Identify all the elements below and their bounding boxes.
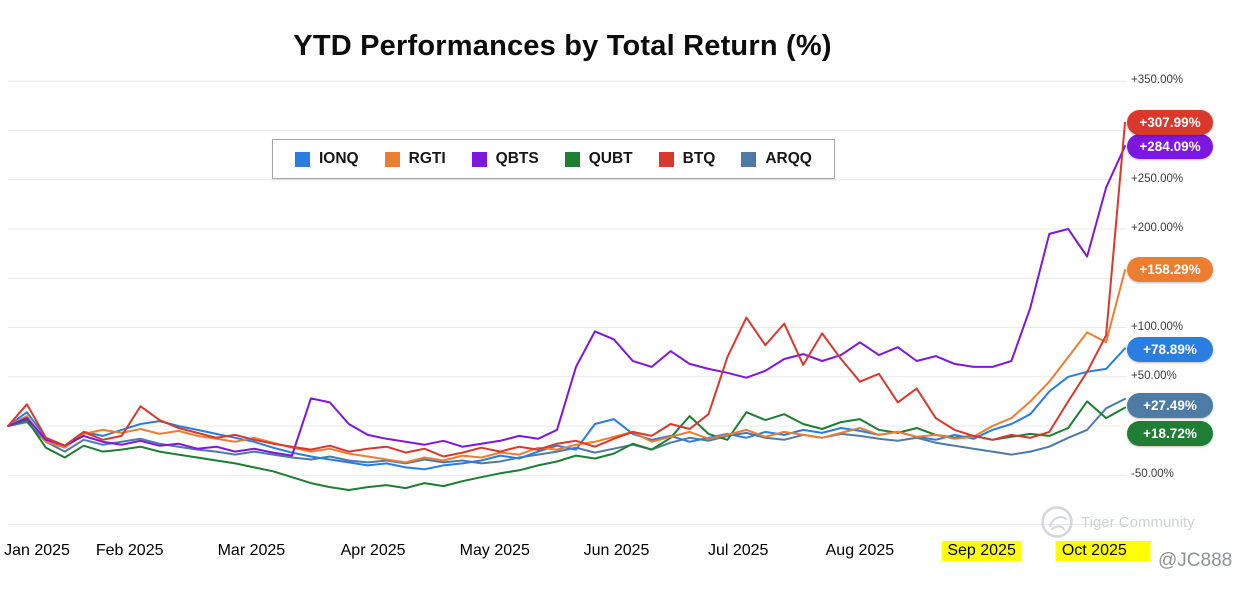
- legend-swatch: [658, 151, 674, 167]
- legend-item-btq: BTQ: [658, 150, 716, 168]
- legend-label: ARQQ: [765, 150, 812, 167]
- legend-item-qubt: QUBT: [564, 150, 633, 168]
- legend-swatch: [741, 151, 757, 167]
- legend-label: QBTS: [495, 150, 539, 167]
- x-axis-label: Feb 2025: [95, 542, 164, 559]
- y-axis-label: +100.00%: [1131, 320, 1184, 333]
- legend-swatch: [384, 151, 400, 167]
- series-line-qbts: [7, 145, 1126, 457]
- x-axis-label: Sep 2025: [941, 541, 1022, 561]
- watermark-handle: @JC888: [1158, 550, 1233, 571]
- tiger-community-logo-icon: [1041, 506, 1073, 538]
- end-value-badge-qubt: +18.72%: [1127, 421, 1213, 446]
- legend-swatch: [471, 151, 487, 167]
- legend-swatch: [564, 151, 580, 167]
- x-axis-label: Jun 2025: [583, 542, 650, 559]
- legend-label: IONQ: [319, 150, 359, 167]
- series-line-rgti: [7, 269, 1126, 464]
- legend-label: RGTI: [408, 150, 446, 167]
- series-line-arqq: [7, 397, 1126, 465]
- legend-label: BTQ: [682, 150, 716, 167]
- x-axis-label: Aug 2025: [825, 542, 895, 559]
- x-axis-label: Jan 2025: [4, 542, 70, 559]
- end-value-badge-btq: +307.99%: [1127, 110, 1213, 135]
- legend-item-ionq: IONQ: [295, 150, 359, 168]
- x-axis-label: Oct 2025: [1055, 541, 1151, 561]
- x-axis-label: Mar 2025: [217, 542, 286, 559]
- watermark: Tiger Community: [1040, 505, 1195, 539]
- watermark-brand: Tiger Community: [1081, 513, 1195, 531]
- chart-title: YTD Performances by Total Return (%): [293, 30, 832, 62]
- legend-item-rgti: RGTI: [384, 150, 446, 168]
- legend-item-arqq: ARQQ: [741, 150, 812, 168]
- legend: IONQ RGTI QBTS QUBT BTQ ARQQ: [272, 139, 835, 179]
- legend-swatch: [295, 151, 310, 167]
- y-axis-label: +250.00%: [1131, 172, 1184, 185]
- legend-item-qbts: QBTS: [471, 150, 539, 168]
- end-value-badge-ionq: +78.89%: [1127, 337, 1213, 362]
- y-axis-label: +50.00%: [1131, 369, 1177, 382]
- end-value-badge-qbts: +284.09%: [1127, 134, 1213, 159]
- y-axis-label: -50.00%: [1131, 468, 1174, 481]
- series-line-btq: [7, 121, 1126, 458]
- x-axis-label: May 2025: [459, 542, 530, 559]
- end-value-badge-rgti: +158.29%: [1127, 257, 1213, 282]
- x-axis-label: Apr 2025: [340, 542, 406, 559]
- y-axis-label: +200.00%: [1131, 222, 1184, 234]
- legend-label: QUBT: [588, 150, 633, 167]
- x-axis-label: Jul 2025: [707, 542, 769, 559]
- series-line-ionq: [7, 347, 1126, 471]
- y-axis-label: +350.00%: [1131, 74, 1184, 87]
- end-value-badge-arqq: +27.49%: [1127, 393, 1213, 418]
